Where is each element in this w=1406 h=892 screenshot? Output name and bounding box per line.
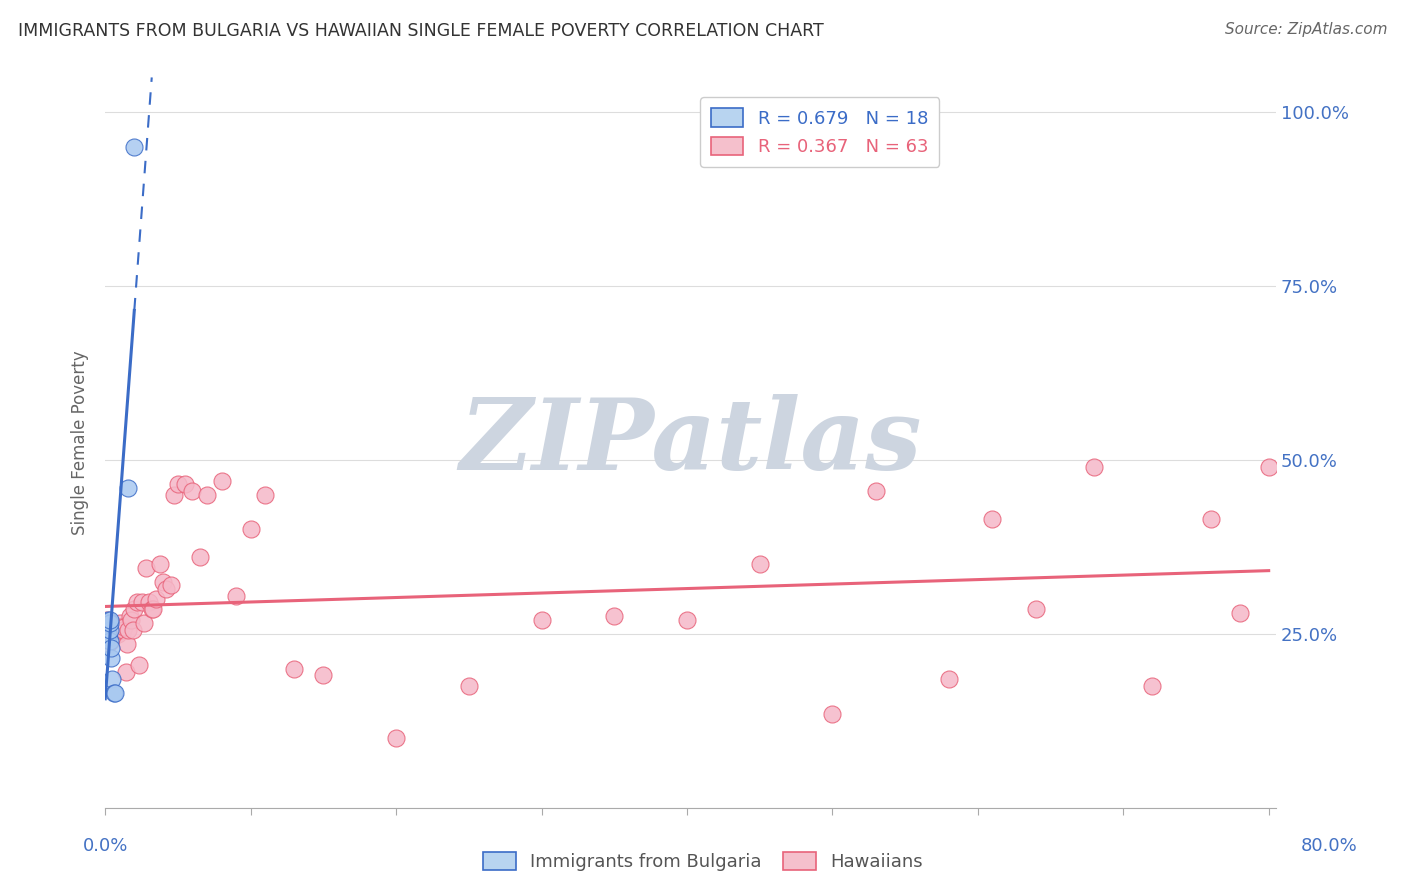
- Point: [385, 731, 408, 745]
- Point: [141, 602, 163, 616]
- Point: [1257, 459, 1279, 474]
- Point: [124, 140, 146, 154]
- Point: [98, 633, 121, 648]
- Point: [174, 477, 197, 491]
- Point: [96, 630, 118, 644]
- Point: [1199, 512, 1222, 526]
- Point: [117, 481, 139, 495]
- Point: [748, 558, 770, 572]
- Point: [108, 624, 131, 638]
- Point: [211, 474, 233, 488]
- Point: [124, 602, 146, 616]
- Point: [98, 624, 121, 638]
- Point: [100, 651, 122, 665]
- Point: [97, 630, 120, 644]
- Point: [603, 609, 626, 624]
- Point: [101, 630, 124, 644]
- Point: [111, 624, 134, 638]
- Point: [254, 488, 277, 502]
- Point: [152, 574, 174, 589]
- Point: [149, 558, 172, 572]
- Text: 80.0%: 80.0%: [1301, 837, 1357, 855]
- Point: [181, 484, 204, 499]
- Point: [127, 595, 149, 609]
- Point: [96, 613, 118, 627]
- Point: [167, 477, 190, 491]
- Point: [121, 624, 143, 638]
- Point: [115, 637, 138, 651]
- Point: [865, 484, 887, 499]
- Point: [96, 624, 118, 638]
- Point: [96, 620, 118, 634]
- Point: [128, 658, 150, 673]
- Point: [134, 616, 156, 631]
- Text: Source: ZipAtlas.com: Source: ZipAtlas.com: [1225, 22, 1388, 37]
- Point: [101, 672, 124, 686]
- Text: ZIPatlas: ZIPatlas: [460, 394, 922, 491]
- Legend: Immigrants from Bulgaria, Hawaiians: Immigrants from Bulgaria, Hawaiians: [477, 845, 929, 879]
- Point: [142, 602, 165, 616]
- Legend: R = 0.679   N = 18, R = 0.367   N = 63: R = 0.679 N = 18, R = 0.367 N = 63: [700, 97, 939, 167]
- Point: [195, 488, 218, 502]
- Point: [103, 624, 125, 638]
- Point: [676, 613, 699, 627]
- Point: [110, 620, 132, 634]
- Point: [283, 661, 305, 675]
- Point: [162, 488, 184, 502]
- Point: [821, 706, 844, 721]
- Point: [97, 616, 120, 631]
- Point: [225, 589, 247, 603]
- Point: [97, 613, 120, 627]
- Point: [100, 640, 122, 655]
- Point: [103, 686, 125, 700]
- Point: [1229, 606, 1251, 620]
- Point: [1142, 679, 1164, 693]
- Point: [107, 626, 129, 640]
- Point: [104, 626, 127, 640]
- Point: [100, 633, 122, 648]
- Point: [114, 665, 136, 679]
- Point: [101, 620, 124, 634]
- Point: [98, 613, 121, 627]
- Point: [97, 626, 120, 640]
- Point: [1025, 602, 1047, 616]
- Point: [457, 679, 479, 693]
- Point: [981, 512, 1004, 526]
- Point: [135, 560, 157, 574]
- Point: [1083, 459, 1105, 474]
- Point: [104, 686, 127, 700]
- Point: [120, 613, 142, 627]
- Point: [97, 637, 120, 651]
- Point: [131, 595, 153, 609]
- Point: [98, 626, 121, 640]
- Point: [138, 595, 160, 609]
- Point: [188, 550, 211, 565]
- Point: [938, 672, 960, 686]
- Text: IMMIGRANTS FROM BULGARIA VS HAWAIIAN SINGLE FEMALE POVERTY CORRELATION CHART: IMMIGRANTS FROM BULGARIA VS HAWAIIAN SIN…: [18, 22, 824, 40]
- Point: [239, 523, 262, 537]
- Point: [117, 624, 139, 638]
- Y-axis label: Single Female Poverty: Single Female Poverty: [72, 351, 89, 535]
- Point: [530, 613, 553, 627]
- Point: [118, 609, 141, 624]
- Point: [105, 624, 128, 638]
- Point: [98, 616, 121, 631]
- Point: [108, 616, 131, 631]
- Point: [159, 578, 181, 592]
- Text: 0.0%: 0.0%: [83, 837, 128, 855]
- Point: [155, 582, 177, 596]
- Point: [312, 668, 335, 682]
- Point: [112, 620, 135, 634]
- Point: [145, 592, 167, 607]
